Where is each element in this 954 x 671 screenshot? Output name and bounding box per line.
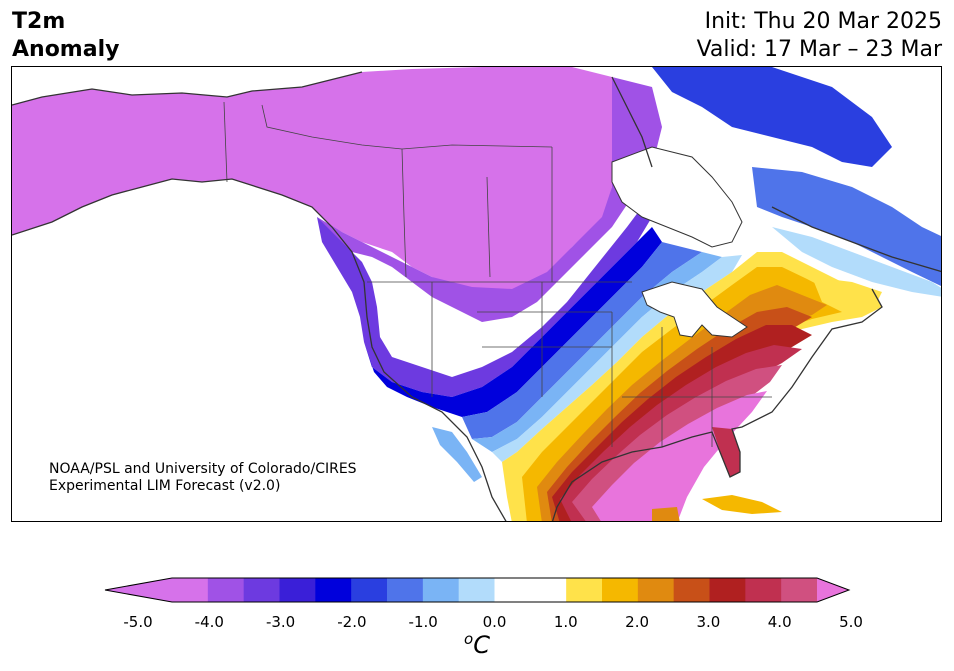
colorbar-segment xyxy=(602,578,639,602)
colorbar-segment xyxy=(243,578,280,602)
colorbar-segment xyxy=(673,578,710,602)
colorbar-extend-low xyxy=(105,578,172,602)
band-blue-dark xyxy=(364,227,662,417)
coastline xyxy=(12,71,941,521)
colorbar-segment xyxy=(745,578,782,602)
colorbar-extend-high xyxy=(817,578,849,602)
colorbar-segment xyxy=(637,578,675,602)
colorbar-segment xyxy=(781,578,818,602)
colorbar-tick-label: 0.0 xyxy=(482,613,507,631)
band-pink xyxy=(592,391,767,521)
unit-label: oC xyxy=(464,630,490,659)
colorbar-tick-label: 1.0 xyxy=(553,613,578,631)
colorbar-segment xyxy=(315,578,352,602)
anomaly-map xyxy=(11,66,942,522)
colorbar-segment xyxy=(279,578,316,602)
region-greenland xyxy=(652,67,892,167)
band-blue xyxy=(462,242,702,439)
unit-degree: o xyxy=(464,630,474,648)
colorbar-segment xyxy=(207,578,245,602)
region-baja xyxy=(432,427,482,482)
colorbar-tick-label: -4.0 xyxy=(194,613,224,631)
map-title: T2m Anomaly xyxy=(12,8,119,64)
hudson-bay xyxy=(611,146,743,248)
colorbar-segment xyxy=(351,578,388,602)
title-line-1: T2m xyxy=(12,9,66,34)
colorbar-tick-label: -2.0 xyxy=(337,613,367,631)
colorbar-tick-label: 3.0 xyxy=(696,613,721,631)
colorbar-segment xyxy=(387,578,424,602)
region-newengland xyxy=(812,277,882,312)
colorbar-segment xyxy=(494,578,531,602)
colorbar-tick-label: -1.0 xyxy=(408,613,438,631)
region-labrador xyxy=(752,167,941,287)
colorbar-segment xyxy=(172,578,209,602)
map-canvas xyxy=(12,67,941,521)
boundary-lines xyxy=(223,101,772,447)
colorbar-tick-label: 5.0 xyxy=(839,613,863,631)
colorbar-segment xyxy=(709,578,746,602)
great-lakes xyxy=(641,281,748,338)
unit-celsius: C xyxy=(473,631,490,659)
land-alaska xyxy=(12,67,622,292)
init-date: Init: Thu 20 Mar 2025 xyxy=(704,9,942,34)
title-line-2: Anomaly xyxy=(12,37,120,62)
valid-date: Valid: 17 Mar – 23 Mar xyxy=(696,37,942,62)
colorbar-tick-label: -3.0 xyxy=(265,613,296,631)
credit-line-1: NOAA/PSL and University of Colorado/CIRE… xyxy=(49,461,357,477)
colorbar-tick-label: 4.0 xyxy=(767,613,792,631)
region-labrador-pale xyxy=(772,227,941,297)
region-yucatan xyxy=(652,507,680,521)
band-purple xyxy=(317,77,662,322)
colorbar-segment xyxy=(458,578,495,602)
colorbar-segment xyxy=(422,578,460,602)
colorbar-outline xyxy=(104,577,851,603)
colorbar xyxy=(104,577,851,603)
colorbar-tick-label: -5.0 xyxy=(123,613,153,631)
credit-line-2: Experimental LIM Forecast (v2.0) xyxy=(49,478,281,494)
colorbar-segment xyxy=(566,578,603,602)
region-florida xyxy=(712,427,740,477)
region-cuba xyxy=(702,495,782,514)
colorbar-tick-label: 2.0 xyxy=(625,613,650,631)
credit-text: NOAA/PSL and University of Colorado/CIRE… xyxy=(49,461,357,495)
colorbar-segment xyxy=(530,578,567,602)
forecast-dates: Init: Thu 20 Mar 2025 Valid: 17 Mar – 23… xyxy=(697,8,942,64)
